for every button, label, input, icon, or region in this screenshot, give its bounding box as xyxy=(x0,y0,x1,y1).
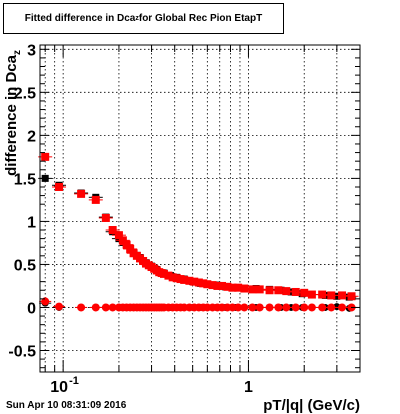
data-point xyxy=(190,277,199,286)
data-point xyxy=(327,291,336,300)
y-axis-title-text: difference in Dca xyxy=(3,54,20,176)
lower-data-point xyxy=(91,303,100,312)
lower-markers xyxy=(39,297,358,312)
data-point xyxy=(203,280,212,289)
lower-data-point xyxy=(55,302,64,311)
data-point xyxy=(291,287,300,296)
data-point xyxy=(347,292,356,301)
lower-data-point xyxy=(41,297,50,306)
title-text: Fitted difference in Dca xyxy=(24,13,136,24)
data-point xyxy=(122,240,131,249)
data-point xyxy=(282,287,291,296)
y-tick-label: -0.5 xyxy=(8,343,36,360)
data-point xyxy=(208,281,217,290)
title-text-end: for Global Rec Pion EtapT xyxy=(138,13,263,24)
tick-labels: -0.5 0 0.5 1 1.5 2 2.5 3 10 -1 1 pT/|q| (GeV/c) diff… xyxy=(3,42,360,414)
data-point xyxy=(168,273,177,282)
chart-title: Fitted difference in Dca z for Global Rec… xyxy=(3,3,284,34)
data-point xyxy=(218,281,227,290)
data-point xyxy=(118,236,127,245)
x-axis-title: pT/|q| (GeV/c) xyxy=(263,397,360,414)
y-tick-label: 0.5 xyxy=(14,257,36,274)
lower-data-point xyxy=(282,303,291,312)
data-point xyxy=(114,231,123,240)
data-point xyxy=(41,152,50,161)
data-point xyxy=(338,291,347,300)
y-tick-label: 2 xyxy=(27,128,36,145)
data-point xyxy=(101,213,110,222)
data-point xyxy=(194,278,203,287)
x-tick-label-exponent: -1 xyxy=(69,375,79,387)
data-point xyxy=(91,195,100,204)
lower-data-point xyxy=(240,303,249,312)
data-point xyxy=(248,285,257,294)
data-point xyxy=(159,269,168,278)
data-point xyxy=(307,290,316,299)
y-tick-label: 0 xyxy=(27,300,36,317)
x-tick-label: 1 xyxy=(244,379,253,396)
data-point xyxy=(185,276,194,285)
data-point xyxy=(199,279,208,288)
lower-data-point xyxy=(327,303,336,312)
axis-ticks xyxy=(40,45,361,372)
data-point xyxy=(55,182,64,191)
y-tick-label: 2.5 xyxy=(14,85,36,102)
lower-data-point xyxy=(77,303,86,312)
data-markers xyxy=(38,152,359,301)
lower-data-point xyxy=(101,303,110,312)
lower-data-point xyxy=(307,303,316,312)
lower-data-point xyxy=(291,303,300,312)
data-point xyxy=(77,189,86,198)
data-point xyxy=(180,275,189,284)
lower-data-point xyxy=(255,303,264,312)
y-axis-title-subscript: z xyxy=(12,50,23,55)
y-tick-label: 1.5 xyxy=(14,171,36,188)
timestamp: Sun Apr 10 08:31:09 2016 xyxy=(6,400,127,411)
data-point xyxy=(240,284,249,293)
x-tick-label: 10 xyxy=(50,379,68,396)
lower-data-point xyxy=(265,303,274,312)
data-point xyxy=(234,283,243,292)
data-point xyxy=(300,288,309,297)
data-point xyxy=(274,286,283,295)
data-point xyxy=(164,271,173,280)
lower-data-point xyxy=(274,303,283,312)
y-tick-label: 3 xyxy=(27,42,36,59)
data-point xyxy=(255,285,264,294)
data-point xyxy=(333,292,341,300)
data-point xyxy=(223,282,232,291)
data-point xyxy=(265,286,274,295)
data-point xyxy=(108,226,117,235)
grid-lines xyxy=(40,45,361,372)
lower-data-point xyxy=(338,303,347,312)
plot-frame xyxy=(39,44,361,373)
lower-data-point xyxy=(318,303,327,312)
lower-data-point xyxy=(248,303,257,312)
lower-data-point xyxy=(108,303,117,312)
lower-data-point xyxy=(234,303,243,312)
y-axis-title: difference in Dcaz xyxy=(3,50,23,176)
title-subscript: z xyxy=(135,15,139,22)
data-point xyxy=(126,244,135,253)
y-tick-label: 1 xyxy=(27,214,36,231)
lower-data-point xyxy=(300,303,309,312)
data-point xyxy=(318,290,327,299)
